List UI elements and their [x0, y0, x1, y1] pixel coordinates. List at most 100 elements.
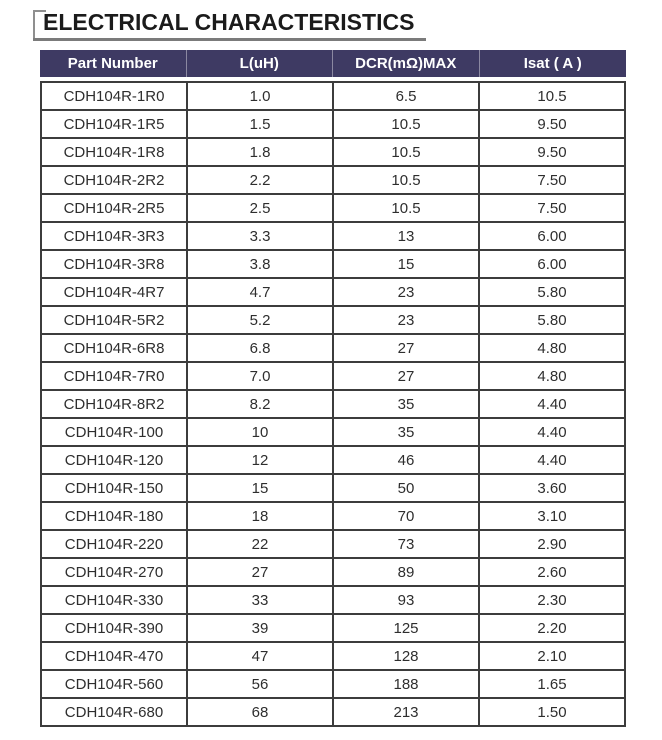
table-cell: CDH104R-2R2 [40, 165, 188, 195]
table-cell: 125 [332, 613, 480, 643]
table-row: CDH104R-330 33 93 2.30 [40, 585, 626, 615]
table-row: CDH104R-470 47 128 2.10 [40, 641, 626, 671]
table-cell: 6.00 [478, 249, 626, 279]
table-cell: 4.7 [186, 277, 334, 307]
table-cell: CDH104R-680 [40, 697, 188, 727]
table-cell: 4.40 [478, 417, 626, 447]
table-cell: CDH104R-3R3 [40, 221, 188, 251]
table-cell: CDH104R-330 [40, 585, 188, 615]
table-cell: 50 [332, 473, 480, 503]
table-cell: 2.60 [478, 557, 626, 587]
table-row: CDH104R-100 10 35 4.40 [40, 417, 626, 447]
table-cell: 15 [186, 473, 334, 503]
table-cell: 18 [186, 501, 334, 531]
table-cell: 1.0 [186, 81, 334, 111]
table-cell: 10.5 [332, 193, 480, 223]
characteristics-table: CDH104R-1R0 1.0 6.5 10.5 CDH104R-1R5 1.5 10.5 9… [40, 81, 626, 727]
table-cell: CDH104R-3R8 [40, 249, 188, 279]
table-cell: 3.60 [478, 473, 626, 503]
table-cell: 27 [332, 333, 480, 363]
column-header-dcr: DCR(mΩ)MAX [333, 50, 480, 77]
table-cell: CDH104R-390 [40, 613, 188, 643]
table-cell: CDH104R-100 [40, 417, 188, 447]
table-row: CDH104R-270 27 89 2.60 [40, 557, 626, 587]
table-cell: 73 [332, 529, 480, 559]
table-row: CDH104R-120 12 46 4.40 [40, 445, 626, 475]
table-row: CDH104R-390 39 125 2.20 [40, 613, 626, 643]
table-cell: 6.8 [186, 333, 334, 363]
column-header-part-number: Part Number [40, 50, 187, 77]
table-row: CDH104R-8R2 8.2 35 4.40 [40, 389, 626, 419]
table-cell: CDH104R-120 [40, 445, 188, 475]
table-cell: 7.50 [478, 165, 626, 195]
table-row: CDH104R-1R8 1.8 10.5 9.50 [40, 137, 626, 167]
table-row: CDH104R-1R5 1.5 10.5 9.50 [40, 109, 626, 139]
title-block: ELECTRICAL CHARACTERISTICS [33, 7, 427, 41]
table-cell: 4.40 [478, 445, 626, 475]
table-cell: CDH104R-470 [40, 641, 188, 671]
table-row: CDH104R-6R8 6.8 27 4.80 [40, 333, 626, 363]
table-cell: 1.50 [478, 697, 626, 727]
table-cell: 3.8 [186, 249, 334, 279]
table-row: CDH104R-2R5 2.5 10.5 7.50 [40, 193, 626, 223]
table-cell: CDH104R-2R5 [40, 193, 188, 223]
table-cell: 35 [332, 417, 480, 447]
table-row: CDH104R-3R8 3.8 15 6.00 [40, 249, 626, 279]
column-header-inductance: L(uH) [187, 50, 333, 77]
table-row: CDH104R-5R2 5.2 23 5.80 [40, 305, 626, 335]
table-cell: 9.50 [478, 137, 626, 167]
table-cell: 10.5 [332, 109, 480, 139]
table-cell: 7.50 [478, 193, 626, 223]
table-cell: CDH104R-1R8 [40, 137, 188, 167]
table-cell: 4.80 [478, 361, 626, 391]
table-cell: 56 [186, 669, 334, 699]
table-row: CDH104R-7R0 7.0 27 4.80 [40, 361, 626, 391]
table-cell: 5.80 [478, 277, 626, 307]
table-cell: 1.8 [186, 137, 334, 167]
table-cell: 2.90 [478, 529, 626, 559]
table-cell: 15 [332, 249, 480, 279]
table-cell: CDH104R-560 [40, 669, 188, 699]
table-cell: 7.0 [186, 361, 334, 391]
table-cell: 6.5 [332, 81, 480, 111]
table-row: CDH104R-180 18 70 3.10 [40, 501, 626, 531]
table-cell: 35 [332, 389, 480, 419]
table-cell: 70 [332, 501, 480, 531]
table-cell: CDH104R-7R0 [40, 361, 188, 391]
table-header: Part Number L(uH) DCR(mΩ)MAX Isat ( A ) [40, 50, 626, 77]
table-cell: CDH104R-8R2 [40, 389, 188, 419]
table-cell: 23 [332, 277, 480, 307]
table-cell: 6.00 [478, 221, 626, 251]
table-row: CDH104R-2R2 2.2 10.5 7.50 [40, 165, 626, 195]
table-cell: 68 [186, 697, 334, 727]
table-cell: CDH104R-1R0 [40, 81, 188, 111]
table-cell: 8.2 [186, 389, 334, 419]
table-row: CDH104R-220 22 73 2.90 [40, 529, 626, 559]
table-cell: 5.80 [478, 305, 626, 335]
table-cell: 128 [332, 641, 480, 671]
table-cell: CDH104R-1R5 [40, 109, 188, 139]
table-cell: 27 [332, 361, 480, 391]
table-row: CDH104R-3R3 3.3 13 6.00 [40, 221, 626, 251]
table-cell: 2.2 [186, 165, 334, 195]
table-cell: 2.10 [478, 641, 626, 671]
table-row: CDH104R-560 56 188 1.65 [40, 669, 626, 699]
table-cell: 2.5 [186, 193, 334, 223]
table-cell: 33 [186, 585, 334, 615]
table-cell: 3.10 [478, 501, 626, 531]
table-cell: 4.80 [478, 333, 626, 363]
table-cell: 5.2 [186, 305, 334, 335]
table-body: CDH104R-1R0 1.0 6.5 10.5 CDH104R-1R5 1.5 10.5 9… [40, 81, 626, 727]
table-cell: 46 [332, 445, 480, 475]
table-cell: CDH104R-180 [40, 501, 188, 531]
table-cell: 10.5 [332, 137, 480, 167]
table-cell: 2.30 [478, 585, 626, 615]
table-cell: 27 [186, 557, 334, 587]
table-cell: 93 [332, 585, 480, 615]
table-row: CDH104R-1R0 1.0 6.5 10.5 [40, 81, 626, 111]
table-cell: 9.50 [478, 109, 626, 139]
table-cell: 13 [332, 221, 480, 251]
table-row: CDH104R-680 68 213 1.50 [40, 697, 626, 727]
table-row: CDH104R-4R7 4.7 23 5.80 [40, 277, 626, 307]
table-cell: 3.3 [186, 221, 334, 251]
